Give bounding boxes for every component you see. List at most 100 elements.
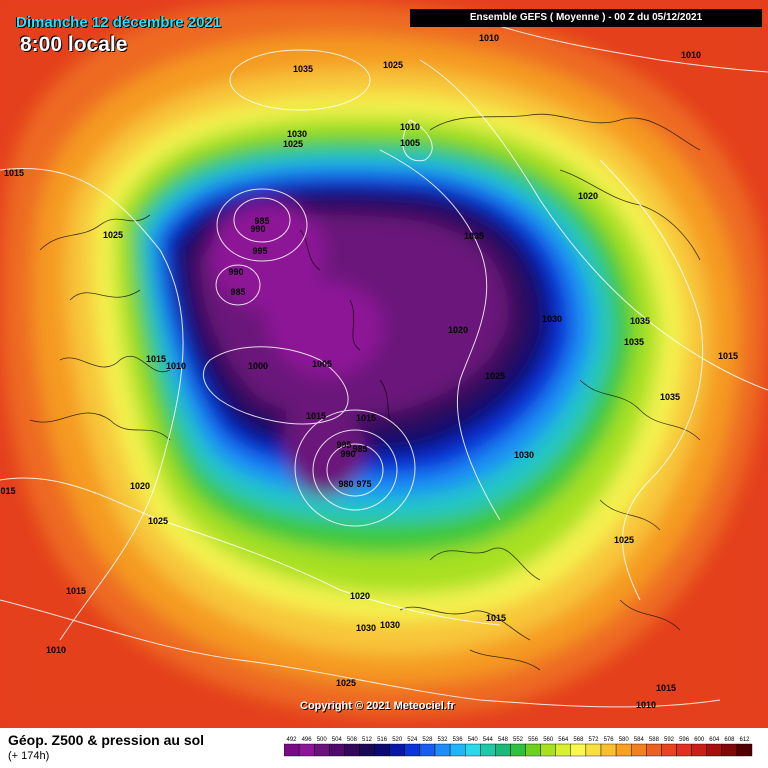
legend-swatch xyxy=(510,743,526,757)
isobar-label: 990 xyxy=(340,449,355,459)
isobar-label: 1015 xyxy=(356,413,376,423)
isobar-label: 990 xyxy=(228,267,243,277)
legend-value: 604 xyxy=(709,737,720,743)
isobar-label: 1000 xyxy=(248,361,268,371)
isobar-label: 1010 xyxy=(400,122,420,132)
legend-footer: Géop. Z500 & pression au sol (+ 174h) 49… xyxy=(0,728,768,768)
legend-swatch xyxy=(691,743,707,757)
legend-swatch xyxy=(314,743,330,757)
isobar-label: 1015 xyxy=(486,613,506,623)
chart-title: Géop. Z500 & pression au sol xyxy=(8,732,205,748)
isobar-label: 1015 xyxy=(306,411,326,421)
isobar-label: 1035 xyxy=(624,337,644,347)
legend-value: 596 xyxy=(679,737,690,743)
isobar-label: 1035 xyxy=(293,64,313,74)
isobar-label: 015 xyxy=(0,486,15,496)
legend-value: 504 xyxy=(332,737,343,743)
legend-value: 556 xyxy=(528,737,539,743)
legend-swatch xyxy=(329,743,345,757)
geopotential-field xyxy=(0,0,768,728)
isobar-label: 1030 xyxy=(380,620,400,630)
legend-swatch xyxy=(419,743,436,757)
legend-swatch xyxy=(434,743,451,757)
isobar-labels: 1035 102510101010103010251010100510151020… xyxy=(0,33,738,710)
isobar-label: 1015 xyxy=(656,683,676,693)
legend-swatch xyxy=(600,743,617,757)
isobar-label: 1010 xyxy=(681,50,701,60)
legend-swatch xyxy=(480,743,496,757)
legend-value: 608 xyxy=(724,737,735,743)
legend-value: 544 xyxy=(483,737,494,743)
legend-value: 600 xyxy=(694,737,705,743)
isobar-label: 1025 xyxy=(283,139,303,149)
pressure-map: 1035 102510101010103010251010100510151020… xyxy=(0,0,768,728)
legend-swatch xyxy=(676,743,692,757)
isobar-label: 1025 xyxy=(103,230,123,240)
legend-swatch xyxy=(359,743,375,757)
isobar-label: 1005 xyxy=(400,138,420,148)
legend-swatch xyxy=(449,743,466,757)
legend-swatch xyxy=(284,743,300,757)
isobar-label: 1025 xyxy=(336,678,356,688)
legend-value: 540 xyxy=(468,737,479,743)
isobar-label: 1035 xyxy=(660,392,680,402)
model-run-label: Ensemble GEFS ( Moyenne ) - 00 Z du 05/1… xyxy=(410,9,762,27)
isobar-label: 1025 xyxy=(485,371,505,381)
legend-value: 508 xyxy=(347,737,358,743)
legend-value: 576 xyxy=(604,737,615,743)
legend-value: 548 xyxy=(498,737,509,743)
legend-value: 520 xyxy=(392,737,403,743)
legend-swatch xyxy=(570,743,587,757)
isobar-label: 1025 xyxy=(614,535,634,545)
legend-value: 564 xyxy=(558,737,569,743)
legend-value: 512 xyxy=(362,737,373,743)
legend-swatch xyxy=(464,743,481,757)
isobar-label: 1005 xyxy=(312,359,332,369)
legend-value: 568 xyxy=(573,737,584,743)
isobar-label: 990 xyxy=(250,224,265,234)
legend-swatch xyxy=(344,743,360,757)
isobar-label: 1030 xyxy=(356,623,376,633)
legend-value: 584 xyxy=(634,737,645,743)
isobar-label: 1010 xyxy=(636,700,656,710)
isobar-label: 1035 xyxy=(464,231,484,241)
isobar-label: 975 xyxy=(356,479,371,489)
isobar-label: 1025 xyxy=(383,60,403,70)
legend-swatch xyxy=(495,743,511,757)
isobar-label: 995 xyxy=(336,440,351,450)
legend-swatch xyxy=(389,743,405,757)
legend-value: 532 xyxy=(437,737,448,743)
isobar-label: 980 xyxy=(338,479,353,489)
legend-swatch xyxy=(555,743,572,757)
isobar-label: 1030 xyxy=(542,314,562,324)
isobar-label: 1020 xyxy=(578,191,598,201)
legend-swatch xyxy=(298,743,315,757)
isobar-label: 1015 xyxy=(146,354,166,364)
isobar-label: 985 xyxy=(352,444,367,454)
legend-swatch xyxy=(404,743,421,757)
legend-value: 524 xyxy=(407,737,418,743)
copyright-notice: Copyright © 2021 Meteociel.fr xyxy=(300,700,455,712)
legend-swatch xyxy=(736,743,753,757)
legend-value: 528 xyxy=(422,737,433,743)
legend-swatch xyxy=(615,743,632,757)
legend-value: 580 xyxy=(619,737,630,743)
forecast-lead-time: (+ 174h) xyxy=(8,750,50,762)
isobar-label: 1015 xyxy=(4,168,24,178)
legend-value: 572 xyxy=(588,737,599,743)
isobar-label: 1010 xyxy=(46,645,66,655)
isobar-label: 1020 xyxy=(130,481,150,491)
legend-swatch xyxy=(540,743,556,757)
legend-value: 500 xyxy=(317,737,328,743)
forecast-time: 8:00 locale xyxy=(20,33,128,56)
legend-swatch xyxy=(525,743,541,757)
legend-value: 516 xyxy=(377,737,388,743)
color-scale-legend: 492 496 500 504 508 512 516 520 524 528 532 536 540 5… xyxy=(284,737,753,757)
isobar-label: 1030 xyxy=(287,129,307,139)
isobar-label: 1020 xyxy=(350,591,370,601)
isobar-label: 1020 xyxy=(448,325,468,335)
isobar-label: 1025 xyxy=(148,516,168,526)
legend-value: 560 xyxy=(543,737,554,743)
legend-swatch xyxy=(661,743,677,757)
